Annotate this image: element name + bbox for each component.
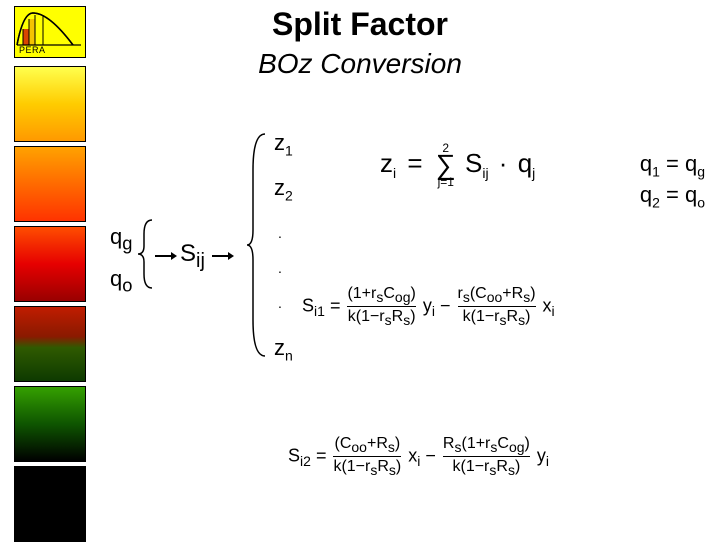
bar-yellow bbox=[14, 66, 86, 142]
z-brace bbox=[247, 130, 269, 360]
qg-label: qg bbox=[110, 224, 132, 254]
zi-formula: zi = 2 ∑ j=1 Sij · qj bbox=[380, 142, 535, 188]
sum-symbol: 2 ∑ j=1 bbox=[436, 142, 456, 188]
title-text: Split Factor bbox=[272, 6, 448, 42]
zn: zn bbox=[274, 335, 293, 363]
sij-sub: ij bbox=[196, 250, 205, 272]
si2-frac1: (Coo+Rs) k(1−rsRs) bbox=[333, 435, 401, 478]
z1-sub: 1 bbox=[285, 142, 293, 158]
sij-main: S bbox=[180, 240, 196, 267]
q-defs: q1 = qg q2 = qo bbox=[640, 150, 705, 211]
bar-black bbox=[14, 466, 86, 542]
bar-green bbox=[14, 386, 86, 462]
page-subtitle: BOz Conversion bbox=[0, 48, 720, 80]
zn-main: z bbox=[274, 335, 285, 360]
z2-sub: 2 bbox=[285, 187, 293, 203]
zdot1: . bbox=[278, 225, 282, 241]
qg-sub: g bbox=[122, 232, 132, 253]
zdot2: . bbox=[278, 260, 282, 276]
subtitle-text: BOz Conversion bbox=[258, 48, 462, 79]
arrow-out bbox=[212, 250, 234, 262]
zi-lhs: zi = 2 ∑ j=1 Sij · qj bbox=[380, 148, 535, 178]
page-title: Split Factor bbox=[0, 6, 720, 43]
si1-frac1: (1+rsCog) k(1−rsRs) bbox=[347, 285, 415, 328]
z1: z1 bbox=[274, 130, 293, 158]
zdot3: . bbox=[278, 295, 282, 311]
si2-frac2: Rs(1+rsCog) k(1−rsRs) bbox=[443, 435, 530, 478]
bar-red bbox=[14, 226, 86, 302]
si1-frac2: rs(Coo+Rs) k(1−rsRs) bbox=[458, 285, 536, 328]
q1-def: q1 = qg bbox=[640, 150, 705, 181]
qo-sub: o bbox=[122, 274, 132, 295]
bar-orange bbox=[14, 146, 86, 222]
si2-formula: Si2 = (Coo+Rs) k(1−rsRs) xi − Rs(1+rsCog… bbox=[288, 435, 549, 478]
sij-label: Sij bbox=[180, 240, 205, 273]
pera-curve bbox=[15, 7, 85, 47]
left-brace bbox=[138, 218, 156, 290]
z1-main: z bbox=[274, 130, 285, 155]
qo-label: qo bbox=[110, 266, 132, 296]
bar-red-green bbox=[14, 306, 86, 382]
qg-main: q bbox=[110, 224, 122, 249]
arrow-in bbox=[155, 250, 177, 262]
pera-logo: PERA bbox=[14, 6, 86, 58]
z2-main: z bbox=[274, 175, 285, 200]
qo-main: q bbox=[110, 266, 122, 291]
color-bars bbox=[14, 66, 86, 546]
q2-def: q2 = qo bbox=[640, 181, 705, 212]
zn-sub: n bbox=[285, 347, 293, 363]
si1-formula: Si1 = (1+rsCog) k(1−rsRs) yi − rs(Coo+Rs… bbox=[302, 285, 555, 328]
logo-label: PERA bbox=[19, 45, 46, 55]
z2: z2 bbox=[274, 175, 293, 203]
